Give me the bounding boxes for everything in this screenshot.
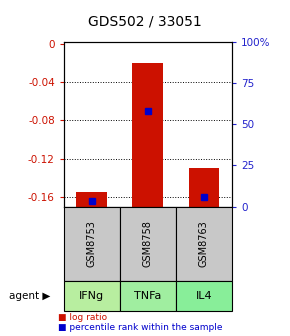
Text: ■ percentile rank within the sample: ■ percentile rank within the sample <box>58 323 222 332</box>
Text: IFNg: IFNg <box>79 291 104 301</box>
Text: GSM8758: GSM8758 <box>143 220 153 267</box>
Text: agent ▶: agent ▶ <box>9 291 50 301</box>
Text: TNFa: TNFa <box>134 291 162 301</box>
Text: ■ log ratio: ■ log ratio <box>58 313 107 322</box>
Text: IL4: IL4 <box>196 291 212 301</box>
Text: GSM8763: GSM8763 <box>199 220 209 267</box>
Text: GSM8753: GSM8753 <box>87 220 97 267</box>
Bar <box>133 63 163 207</box>
Bar <box>76 192 107 207</box>
Bar <box>188 168 219 207</box>
Text: GDS502 / 33051: GDS502 / 33051 <box>88 15 202 29</box>
